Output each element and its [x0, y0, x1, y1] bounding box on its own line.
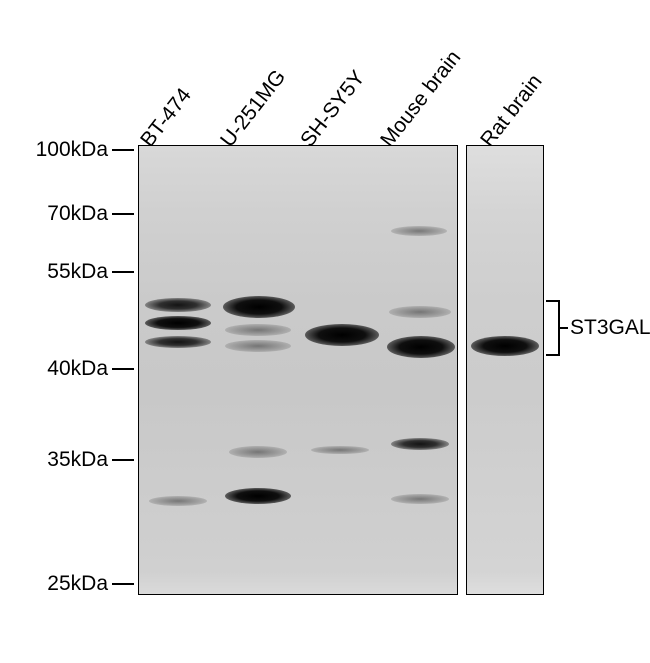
marker-label: 40kDa: [8, 357, 108, 381]
lane-label: BT-474: [136, 84, 197, 152]
marker-label: 55kDa: [8, 260, 108, 284]
band: [311, 446, 369, 454]
blot-panel-right: [466, 145, 544, 595]
marker-tick: [112, 583, 134, 585]
band: [223, 296, 295, 318]
lane-label: U-251MG: [216, 65, 291, 152]
marker-tick: [112, 213, 134, 215]
band: [391, 226, 447, 236]
marker-tick: [112, 368, 134, 370]
band: [229, 446, 287, 458]
band: [391, 494, 449, 504]
marker-tick: [112, 459, 134, 461]
band: [145, 298, 211, 312]
blot-panel-main: [138, 145, 458, 595]
band: [225, 324, 291, 336]
band: [387, 336, 455, 358]
band: [305, 324, 379, 346]
marker-tick: [112, 149, 134, 151]
band: [391, 438, 449, 450]
marker-tick: [112, 271, 134, 273]
target-label: ST3GAL5: [570, 316, 650, 340]
lane-label: Rat brain: [476, 70, 547, 152]
marker-label: 35kDa: [8, 448, 108, 472]
band: [225, 340, 291, 352]
target-bracket: [558, 300, 560, 356]
band: [389, 306, 451, 318]
marker-label: 100kDa: [8, 138, 108, 162]
lane-label: Mouse brain: [376, 46, 466, 152]
band: [145, 336, 211, 348]
band: [471, 336, 539, 356]
band: [149, 496, 207, 506]
marker-label: 25kDa: [8, 572, 108, 596]
marker-label: 70kDa: [8, 202, 108, 226]
band: [145, 316, 211, 330]
band: [225, 488, 291, 504]
lane-label: SH-SY5Y: [296, 66, 370, 152]
